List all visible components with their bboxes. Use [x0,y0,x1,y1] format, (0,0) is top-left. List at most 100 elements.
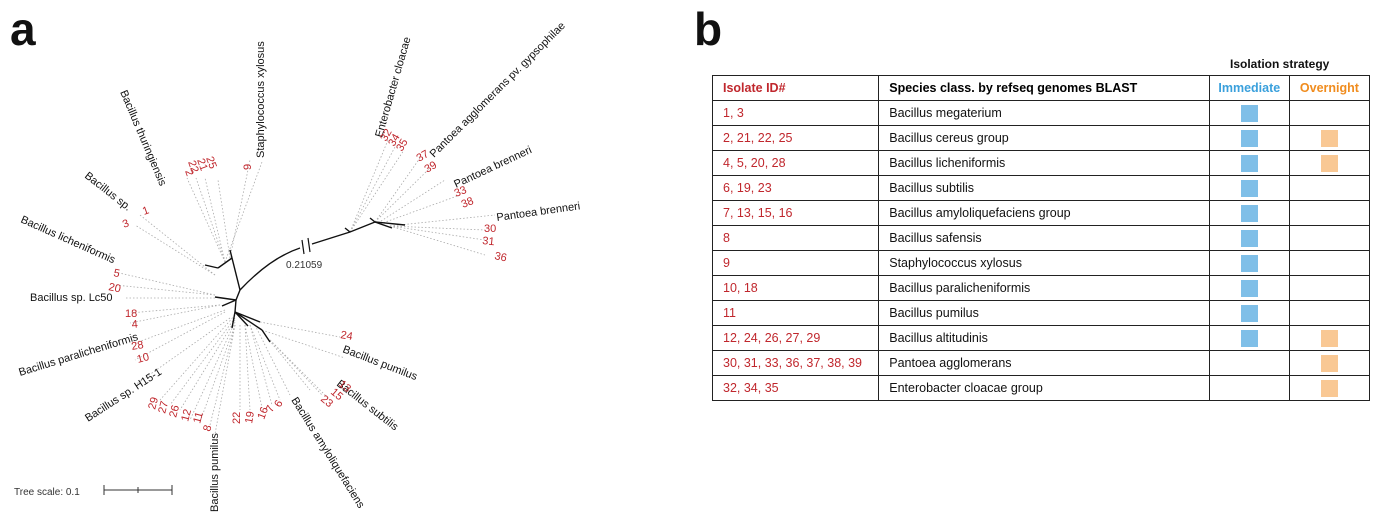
isolate-label: 34 [386,132,403,149]
species-label: Bacillus pumilus [209,433,221,512]
immediate-cell [1208,350,1290,376]
table-header-row: Isolate ID# Species class. by refseq gen… [711,75,1371,101]
immediate-marker [1240,229,1258,247]
isolation-strategy-header: Isolation strategy [1230,57,1330,71]
immediate-marker [1240,304,1258,322]
immediate-cell [1208,325,1290,351]
immediate-marker [1240,129,1258,147]
col-header-species: Species class. by refseq genomes BLAST [878,75,1210,101]
isolate-id-cell: 32, 34, 35 [711,375,880,401]
isolate-label: 28 [130,339,144,353]
table-row: 1, 3 Bacillus megaterium [711,100,1371,126]
immediate-cell [1208,250,1290,276]
overnight-marker [1320,329,1338,347]
species-label: Bacillus paralicheniformis [17,331,140,379]
isolate-label: 1 [141,204,151,217]
immediate-marker [1240,154,1258,172]
isolate-id-cell: 11 [711,300,880,326]
isolate-label: 9 [242,164,254,170]
panel-b-letter: b [694,3,723,55]
immediate-cell [1208,150,1290,176]
species-cell: Bacillus licheniformis [878,150,1210,176]
species-cell: Staphylococcus xylosus [878,250,1210,276]
overnight-marker [1320,154,1338,172]
table-row: 12, 24, 26, 27, 29 Bacillus altitudinis [711,325,1371,351]
overnight-cell [1288,125,1371,151]
isolate-label: 8 [201,424,214,433]
overnight-cell [1288,150,1371,176]
table-body: 1, 3 Bacillus megaterium 2, 21, 22, 25 Baci… [711,100,1371,401]
isolate-label: 33 [453,184,469,200]
table-row: 30, 31, 33, 36, 37, 38, 39 Pantoea agglom… [711,350,1371,376]
species-cell: Bacillus paralicheniformis [878,275,1210,301]
immediate-cell [1208,225,1290,251]
isolate-label: 18 [125,308,137,320]
isolate-label: 37 [415,148,432,165]
overnight-marker [1320,379,1338,397]
species-cell: Bacillus megaterium [878,100,1210,126]
isolate-label: 31 [482,235,495,248]
panel-a-letter: a [10,3,36,55]
isolate-label: 22 [185,159,200,175]
isolate-table: Isolate ID# Species class. by refseq gen… [711,75,1371,401]
immediate-cell [1208,200,1290,226]
species-cell: Pantoea agglomerans [878,350,1210,376]
species-label: Bacillus amyloliquefaciens [288,395,366,511]
isolate-label: 12 [179,408,194,423]
isolate-id-cell: 8 [711,225,880,251]
isolate-label: 11 [191,411,206,425]
isolate-id-cell: 9 [711,250,880,276]
phylogenetic-tree: 0.21059 Staphylococcus xylosus Enterobac… [14,20,581,512]
isolate-label: 4 [131,319,138,331]
immediate-marker [1240,254,1258,272]
isolate-label: 7 [264,404,277,415]
species-label: Pantoea agglomerans pv. gypsophilae [428,20,568,160]
isolate-id-cell: 10, 18 [711,275,880,301]
col-header-isolate-id: Isolate ID# [711,75,880,101]
species-cell: Bacillus subtilis [878,175,1210,201]
isolate-id-cell: 4, 5, 20, 28 [711,150,880,176]
isolate-label: 21 [194,157,209,173]
tree-scale-label: Tree scale: 0.1 [14,487,80,498]
overnight-cell [1288,375,1371,401]
isolate-label: 30 [484,223,496,235]
isolate-label: 19 [243,410,257,424]
isolate-label: 39 [423,159,440,176]
table-row: 32, 34, 35 Enterobacter cloacae group [711,375,1371,401]
isolate-label: 16 [256,405,271,421]
isolate-id-cell: 7, 13, 15, 16 [711,200,880,226]
isolate-labels: 9 25 21 22 2 32 34 35 37 39 33 38 30 31 … [107,127,507,433]
overnight-cell [1288,300,1371,326]
overnight-marker [1320,354,1338,372]
table-row: 10, 18 Bacillus paralicheniformis [711,275,1371,301]
immediate-cell [1208,125,1290,151]
isolate-label: 26 [167,404,182,419]
species-label: Bacillus sp. H15-1 [83,366,164,424]
immediate-cell [1208,375,1290,401]
overnight-cell [1288,250,1371,276]
immediate-cell [1208,300,1290,326]
tree-branches [204,217,406,343]
isolate-label: 2 [182,168,195,178]
species-label: Bacillus thuringiensis [117,88,168,188]
overnight-cell [1288,175,1371,201]
species-cell: Bacillus pumilus [878,300,1210,326]
isolate-id-cell: 1, 3 [711,100,880,126]
isolate-label: 24 [339,329,353,343]
table-row: 2, 21, 22, 25 Bacillus cereus group [711,125,1371,151]
species-label: Bacillus licheniformis [19,214,118,267]
species-label: Bacillus sp. [82,170,133,214]
immediate-marker [1240,104,1258,122]
immediate-marker [1240,329,1258,347]
table-row: 7, 13, 15, 16 Bacillus amyloliquefaciens … [711,200,1371,226]
isolate-id-cell: 6, 19, 23 [711,175,880,201]
immediate-marker [1240,179,1258,197]
isolate-id-cell: 2, 21, 22, 25 [711,125,880,151]
immediate-marker [1240,204,1258,222]
species-cell: Bacillus altitudinis [878,325,1210,351]
species-label: Bacillus pumilus [341,344,419,384]
isolate-label: 27 [156,400,171,415]
branch-cut-marks [301,237,311,255]
overnight-cell [1288,325,1371,351]
species-label: Bacillus sp. Lc50 [30,292,113,304]
